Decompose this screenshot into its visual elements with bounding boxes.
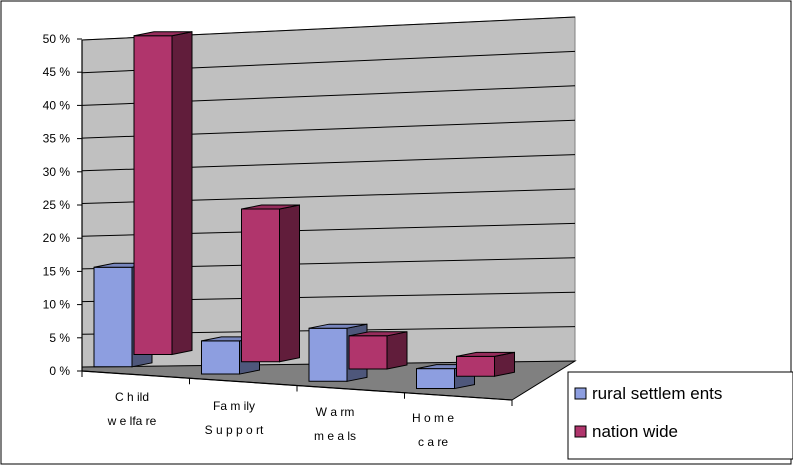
y-tick-label: 10 % — [43, 298, 71, 312]
bar-side — [386, 331, 408, 370]
bar-front — [348, 335, 388, 370]
bar-rural-3 — [416, 364, 475, 390]
y-axis-tick-labels: 0 % 5 % 10 % 15 % 20 % 25 % 30 % 35 % 40 % 45 % 50… — [43, 32, 82, 378]
bar-front — [241, 208, 280, 363]
y-tick-label: 20 % — [43, 231, 71, 245]
bar-top — [133, 31, 193, 37]
bar-top — [456, 351, 515, 357]
x-tick-label: Fa m ily — [213, 399, 255, 413]
bar-nation-0 — [133, 31, 193, 356]
y-tick-label: 40 % — [43, 98, 71, 112]
x-tick-label: m e a ls — [314, 429, 356, 443]
x-tick-label: C h ild — [115, 390, 149, 404]
legend: rural settlem ents nation wide — [567, 371, 793, 460]
legend-label: nation wide — [592, 422, 678, 441]
x-tick-label: w e lfa re — [107, 414, 157, 428]
y-tick-label: 50 % — [43, 32, 71, 46]
y-tick-label: 15 % — [43, 264, 71, 278]
x-tick-label: c a re — [418, 435, 448, 449]
y-tick-label: 5 % — [49, 331, 70, 345]
y-tick-label: 25 % — [43, 198, 71, 212]
bar-front — [133, 35, 173, 356]
bar-front — [416, 368, 455, 390]
x-tick-label: S u p p o rt — [205, 423, 264, 437]
y-tick-label: 30 % — [43, 165, 71, 179]
bar-top — [348, 331, 408, 337]
legend-swatch — [574, 387, 587, 400]
bar-nation-2 — [348, 331, 408, 370]
bar-front — [308, 327, 348, 382]
bar-nation-1 — [241, 204, 300, 363]
bars — [93, 31, 515, 390]
x-tick-label: H o m e — [412, 411, 454, 425]
y-tick-label: 45 % — [43, 65, 71, 79]
bar-top — [241, 204, 300, 210]
bar-front — [456, 355, 495, 377]
y-tick-label: 0 % — [49, 364, 70, 378]
bar-side — [171, 31, 193, 356]
bar-front — [93, 266, 133, 368]
bar-top — [308, 323, 368, 329]
bar-nation-3 — [456, 351, 515, 377]
y-tick-label: 35 % — [43, 132, 71, 146]
bar-front — [201, 340, 240, 375]
bar-side — [279, 204, 300, 363]
x-tick-label: W a rm — [316, 405, 355, 419]
x-axis-tick-labels: C h ild w e lfa re Fa m ily S u p p o rt W a… — [81, 371, 513, 449]
legend-swatch — [574, 425, 587, 438]
legend-label: rural settlem ents — [592, 384, 722, 403]
legend-box — [567, 371, 793, 460]
